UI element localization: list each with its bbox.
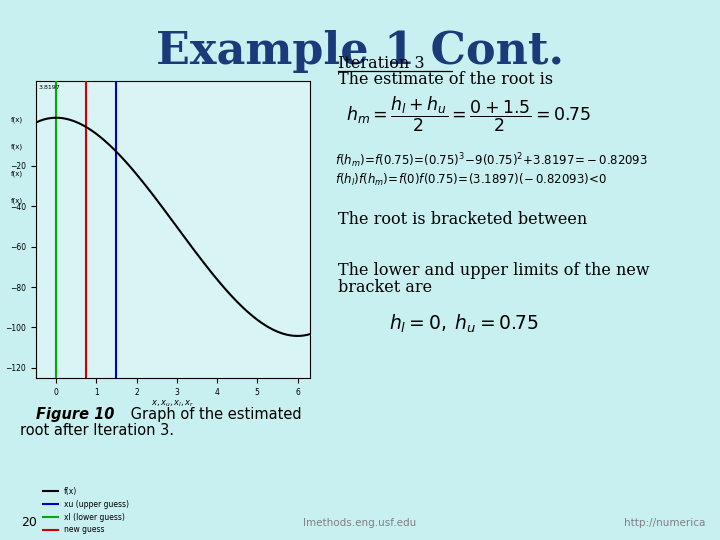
X-axis label: $x, x_u, x_l, x_r$: $x, x_u, x_l, x_r$ [151, 398, 194, 409]
Text: The lower and upper limits of the new: The lower and upper limits of the new [338, 262, 650, 279]
Text: http://numerica: http://numerica [624, 518, 706, 529]
Text: $f(h_m)\!=\!f(0.75)\!=\!(0.75)^3\!-\!9(0.75)^2\!+\!3.8197\!=\!-0.82093$: $f(h_m)\!=\!f(0.75)\!=\!(0.75)^3\!-\!9(0… [335, 151, 648, 170]
Text: Example 1 Cont.: Example 1 Cont. [156, 30, 564, 73]
Text: $f(h_l)f(h_m)\!=\!f(0)f(0.75)\!=\!(3.1897)(\!-0.82093)\!<\!0$: $f(h_l)f(h_m)\!=\!f(0)f(0.75)\!=\!(3.189… [335, 172, 607, 188]
Text: $h_l = 0, \; h_u = 0.75$: $h_l = 0, \; h_u = 0.75$ [389, 313, 539, 335]
Text: $h_m = \dfrac{h_l + h_u}{2} = \dfrac{0+1.5}{2} = 0.75$: $h_m = \dfrac{h_l + h_u}{2} = \dfrac{0+1… [346, 95, 590, 134]
Text: f(x): f(x) [11, 171, 23, 177]
Text: f(x): f(x) [11, 198, 23, 204]
Text: lmethods.eng.usf.edu: lmethods.eng.usf.edu [303, 518, 417, 529]
Text: root after Iteration 3.: root after Iteration 3. [20, 423, 174, 438]
Text: f(x): f(x) [11, 117, 23, 123]
Text: Figure 10: Figure 10 [36, 407, 114, 422]
Text: Graph of the estimated: Graph of the estimated [126, 407, 302, 422]
Text: bracket are: bracket are [338, 279, 433, 295]
Text: Iteration 3: Iteration 3 [338, 55, 425, 71]
Text: 20: 20 [22, 516, 37, 530]
Text: The root is bracketed between: The root is bracketed between [338, 211, 588, 228]
Legend: f(x), xu (upper guess), xl (lower guess), new guess: f(x), xu (upper guess), xl (lower guess)… [40, 484, 132, 537]
Text: 3.8197: 3.8197 [38, 85, 60, 90]
Text: f(x): f(x) [11, 144, 23, 150]
Text: The estimate of the root is: The estimate of the root is [338, 71, 554, 87]
